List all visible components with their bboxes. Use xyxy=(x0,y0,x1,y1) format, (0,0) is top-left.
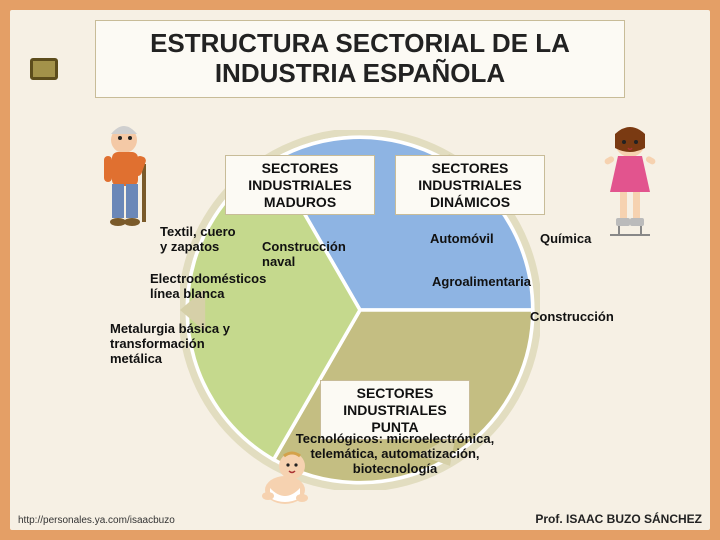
label-construccion-naval: Construcciónnaval xyxy=(262,240,346,270)
label-automovil: Automóvil xyxy=(430,232,494,247)
box-maduros: SECTORESINDUSTRIALESMADUROS xyxy=(225,155,375,215)
title-box: ESTRUCTURA SECTORIAL DE LA INDUSTRIA ESP… xyxy=(95,20,625,98)
label-agroalimentaria: Agroalimentaria xyxy=(432,275,531,290)
footer-url: http://personales.ya.com/isaacbuzo xyxy=(18,515,175,526)
footer-author: Prof. ISAAC BUZO SÁNCHEZ xyxy=(535,512,702,526)
character-baby-icon xyxy=(250,440,320,510)
label-metalurgia: Metalurgia básica ytransformaciónmetálic… xyxy=(110,322,230,367)
title-bullet-icon xyxy=(30,58,58,80)
box-punta-text: SECTORESINDUSTRIALESPUNTA xyxy=(343,385,446,435)
page-title: ESTRUCTURA SECTORIAL DE LA INDUSTRIA ESP… xyxy=(110,29,610,89)
box-dinamicos: SECTORESINDUSTRIALESDINÁMICOS xyxy=(395,155,545,215)
character-oldman-icon xyxy=(90,120,170,240)
label-electrodom: Electrodomésticoslínea blanca xyxy=(150,272,266,302)
label-construccion: Construcción xyxy=(530,310,614,325)
label-textil: Textil, cueroy zapatos xyxy=(160,225,236,255)
box-maduros-text: SECTORESINDUSTRIALESMADUROS xyxy=(248,160,351,210)
box-dinamicos-text: SECTORESINDUSTRIALESDINÁMICOS xyxy=(418,160,521,210)
character-girl-skater-icon xyxy=(580,120,680,250)
